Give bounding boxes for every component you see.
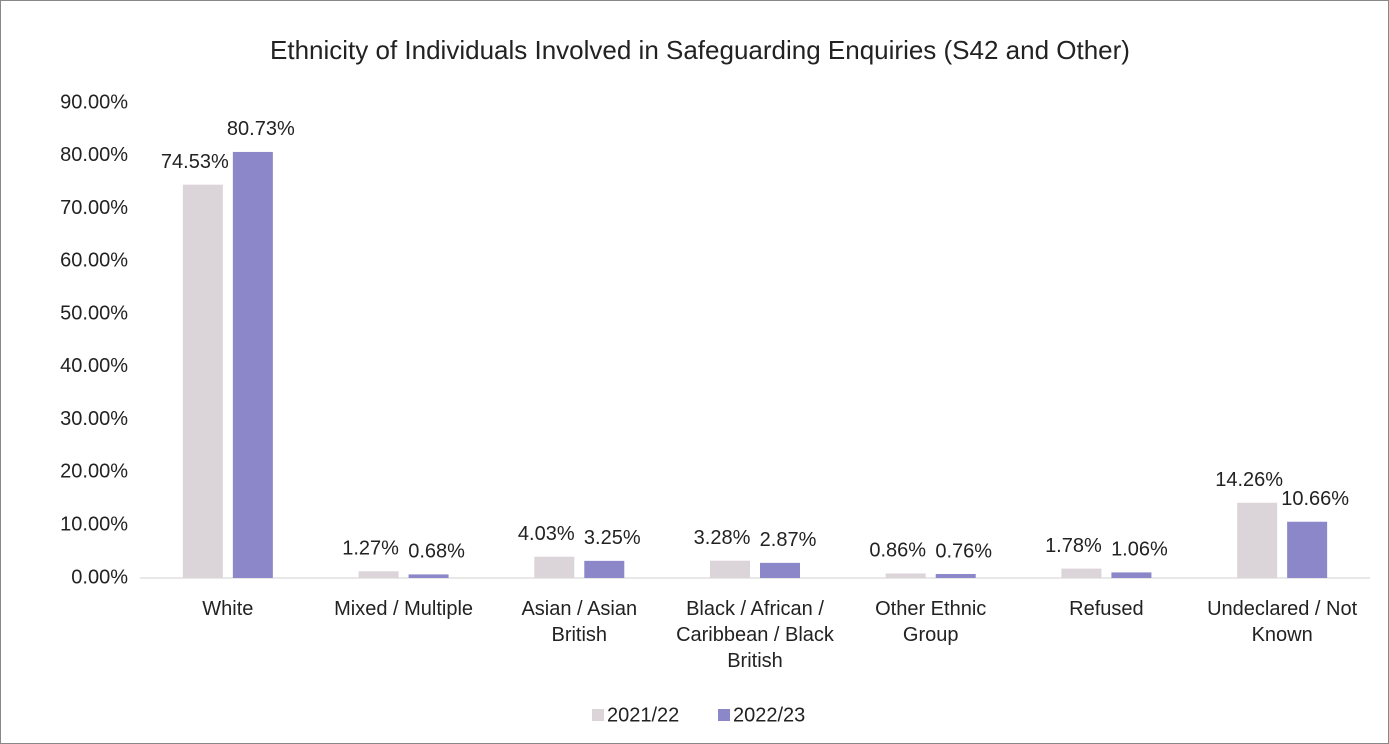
x-tick-label: Refused	[1069, 598, 1144, 620]
bar	[1237, 502, 1278, 578]
bar	[710, 560, 750, 578]
y-tick-label: 30.00%	[60, 408, 128, 430]
data-label: 3.28%	[694, 527, 751, 549]
y-tick-label: 90.00%	[60, 91, 128, 113]
data-label: 14.26%	[1215, 469, 1283, 491]
y-tick-label: 70.00%	[60, 197, 128, 219]
bar	[1061, 568, 1102, 578]
bar	[408, 574, 449, 578]
y-tick-label: 60.00%	[60, 250, 128, 272]
bar	[584, 560, 625, 578]
x-tick-label: Asian / Asian British	[521, 598, 638, 646]
data-label: 0.86%	[869, 540, 926, 562]
bar	[232, 151, 273, 579]
chart-title: Ethnicity of Individuals Involved in Saf…	[270, 35, 1130, 65]
y-tick-label: 40.00%	[60, 355, 128, 377]
y-tick-label: 80.00%	[60, 144, 128, 166]
y-tick-label: 10.00%	[60, 514, 128, 536]
bar	[935, 573, 976, 578]
bar	[885, 573, 926, 578]
y-tick-label: 0.00%	[71, 566, 128, 588]
data-label: 0.68%	[408, 541, 465, 563]
bar	[760, 562, 800, 578]
data-label: 1.06%	[1111, 539, 1168, 561]
data-label: 74.53%	[161, 151, 229, 173]
bar	[358, 571, 399, 578]
data-label: 10.66%	[1281, 488, 1349, 510]
legend-swatch	[592, 709, 604, 721]
bar	[1111, 572, 1152, 578]
data-label: 80.73%	[227, 118, 295, 140]
x-tick-label: Mixed / Multiple	[334, 598, 474, 620]
data-label: 4.03%	[518, 523, 575, 545]
legend-label: 2022/23	[733, 704, 805, 726]
x-tick-label: Undeclared / Not Known	[1207, 598, 1358, 646]
y-tick-label: 50.00%	[60, 302, 128, 324]
legend-label: 2021/22	[607, 704, 679, 726]
x-tick-label: White	[202, 598, 254, 620]
x-tick-label: Black / African / Caribbean / Black Brit…	[676, 598, 834, 672]
y-tick-label: 20.00%	[60, 461, 128, 483]
bar	[1287, 521, 1328, 578]
bar	[534, 556, 575, 578]
data-label: 2.87%	[760, 529, 817, 551]
legend-swatch	[718, 709, 730, 721]
data-label: 1.78%	[1045, 535, 1102, 557]
data-label: 1.27%	[342, 538, 399, 560]
bar	[182, 184, 223, 578]
data-label: 3.25%	[584, 527, 641, 549]
data-label: 0.76%	[935, 540, 992, 562]
x-tick-label: Other Ethnic Group	[875, 598, 987, 646]
